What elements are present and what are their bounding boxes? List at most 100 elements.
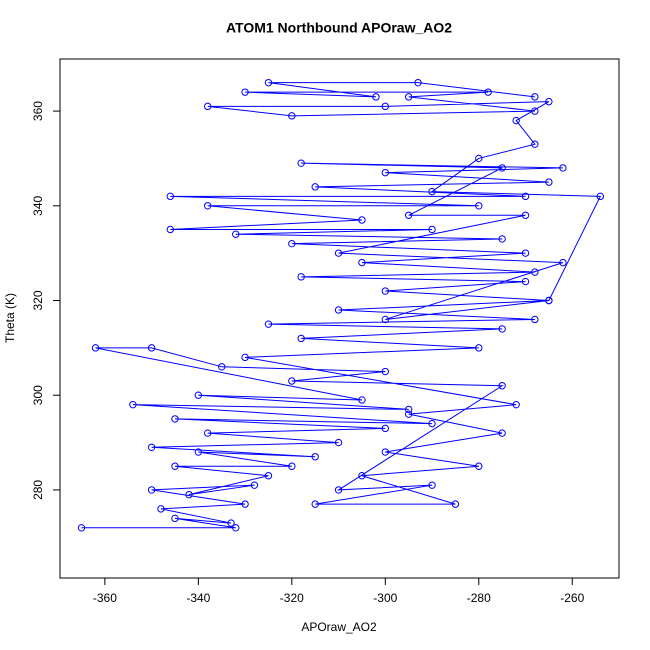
data-point xyxy=(381,448,390,456)
data-point xyxy=(498,382,506,390)
data-point xyxy=(288,112,296,120)
data-point xyxy=(414,78,422,87)
data-point xyxy=(232,230,240,238)
data-point xyxy=(264,472,273,480)
data-point xyxy=(531,93,539,101)
x-tick-label: -360 xyxy=(93,591,117,605)
data-point xyxy=(498,325,506,333)
data-point xyxy=(297,159,305,167)
data-point xyxy=(545,178,553,186)
plot-frame xyxy=(59,58,620,579)
data-point xyxy=(334,438,343,447)
data-point xyxy=(311,453,319,461)
x-tick-label: -300 xyxy=(373,591,397,605)
data-point xyxy=(531,107,539,115)
data-point xyxy=(171,415,179,423)
data-point xyxy=(475,202,483,210)
data-point xyxy=(475,462,483,470)
data-point xyxy=(147,486,156,494)
data-point xyxy=(297,273,305,281)
data-point xyxy=(512,116,520,125)
data-point xyxy=(531,140,539,148)
data-point xyxy=(157,505,165,513)
data-point xyxy=(166,225,175,234)
data-point xyxy=(498,164,506,172)
data-point xyxy=(521,249,530,257)
data-point xyxy=(227,519,235,527)
data-point xyxy=(521,211,530,219)
data-point xyxy=(381,102,390,111)
x-tick-label: -320 xyxy=(280,591,304,605)
data-point xyxy=(147,443,156,452)
data-point xyxy=(404,405,413,414)
data-point xyxy=(185,490,193,499)
x-tick-label: -340 xyxy=(186,591,210,605)
data-point xyxy=(311,183,319,191)
data-point xyxy=(381,287,390,295)
data-point xyxy=(194,391,203,399)
data-point xyxy=(428,481,436,489)
data-point xyxy=(521,192,530,201)
data-point xyxy=(475,344,483,352)
data-point xyxy=(428,187,436,196)
y-tick-label: 360 xyxy=(31,101,45,121)
data-point xyxy=(77,524,86,532)
y-axis-label: Theta (K) xyxy=(3,293,17,343)
data-point xyxy=(203,429,212,437)
data-point xyxy=(484,88,492,96)
data-point xyxy=(171,514,179,523)
data-point xyxy=(203,202,212,210)
data-point xyxy=(218,363,226,371)
data-point xyxy=(288,239,296,248)
data-point xyxy=(596,192,605,201)
data-point xyxy=(381,315,390,324)
data-point xyxy=(358,472,366,480)
data-point xyxy=(288,462,296,470)
data-point xyxy=(241,500,249,508)
data-point xyxy=(147,344,156,352)
data-point xyxy=(475,154,483,163)
x-axis-label: APOraw_AO2 xyxy=(301,620,377,634)
data-point xyxy=(545,296,553,305)
data-point xyxy=(451,500,460,508)
data-point xyxy=(372,93,380,101)
data-point xyxy=(428,225,436,234)
data-point xyxy=(171,462,179,470)
data-point xyxy=(241,88,249,96)
data-point xyxy=(545,97,553,106)
x-tick-label: -260 xyxy=(560,591,584,605)
data-point xyxy=(91,344,100,352)
data-point xyxy=(521,277,530,286)
y-tick-label: 320 xyxy=(31,290,45,310)
data-point xyxy=(559,164,567,172)
data-point xyxy=(428,419,436,428)
y-tick-label: 280 xyxy=(31,480,45,500)
data-point xyxy=(358,258,366,267)
data-line xyxy=(81,82,602,529)
data-point xyxy=(334,306,343,314)
data-point xyxy=(334,486,343,494)
x-tick-label: -280 xyxy=(467,591,491,605)
data-point xyxy=(297,334,305,343)
data-point xyxy=(559,258,567,267)
data-point xyxy=(288,377,296,385)
data-point xyxy=(498,429,506,437)
data-point xyxy=(512,400,520,409)
data-point xyxy=(166,192,175,201)
data-point xyxy=(264,320,273,328)
data-point xyxy=(404,410,413,418)
y-tick-label: 300 xyxy=(31,385,45,405)
y-tick-label: 340 xyxy=(31,195,45,215)
data-point xyxy=(311,500,319,508)
data-point xyxy=(381,168,390,177)
data-point xyxy=(381,367,390,376)
data-point xyxy=(194,448,203,456)
data-point xyxy=(498,235,506,243)
data-point xyxy=(358,396,366,404)
data-point xyxy=(129,400,137,409)
data-point xyxy=(232,524,240,532)
data-point xyxy=(404,211,413,219)
data-point xyxy=(250,481,259,489)
data-point xyxy=(264,78,273,87)
